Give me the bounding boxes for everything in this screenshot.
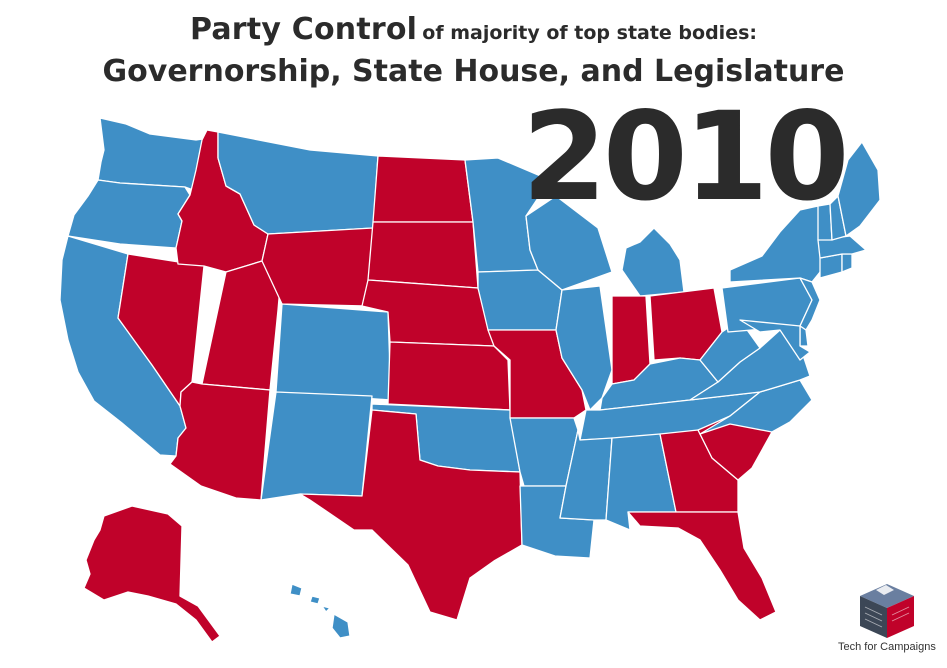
state-nj [799, 277, 821, 331]
state-ak [83, 505, 221, 643]
state-wi [525, 195, 613, 291]
year-label: 2010 [522, 86, 850, 228]
state-hi [289, 583, 351, 639]
state-sd [367, 221, 479, 289]
state-or [67, 179, 191, 249]
state-me [837, 141, 881, 237]
title-subtitle: of majority of top state bodies: [422, 22, 757, 44]
state-wy [261, 227, 374, 307]
tech-for-campaigns-logo-icon [860, 584, 914, 638]
credit-label: Tech for Campaigns [838, 641, 936, 653]
state-nd [372, 155, 474, 223]
state-ri [841, 253, 853, 273]
state-nc [699, 379, 813, 435]
state-ks [387, 341, 511, 411]
state-nm [260, 391, 373, 501]
state-tx [299, 409, 523, 621]
state-wv [699, 319, 761, 383]
state-ma [817, 235, 867, 259]
state-co [275, 303, 392, 401]
map-title: Party Control of majority of top state b… [0, 12, 947, 47]
state-az [169, 381, 271, 501]
state-ut [201, 260, 283, 391]
state-fl [627, 511, 777, 621]
title-line2: Governorship, State House, and Legislatu… [102, 54, 845, 89]
state-md [739, 319, 811, 361]
title-main: Party Control [189, 12, 418, 47]
state-mi [621, 227, 685, 297]
state-mt [217, 131, 379, 235]
